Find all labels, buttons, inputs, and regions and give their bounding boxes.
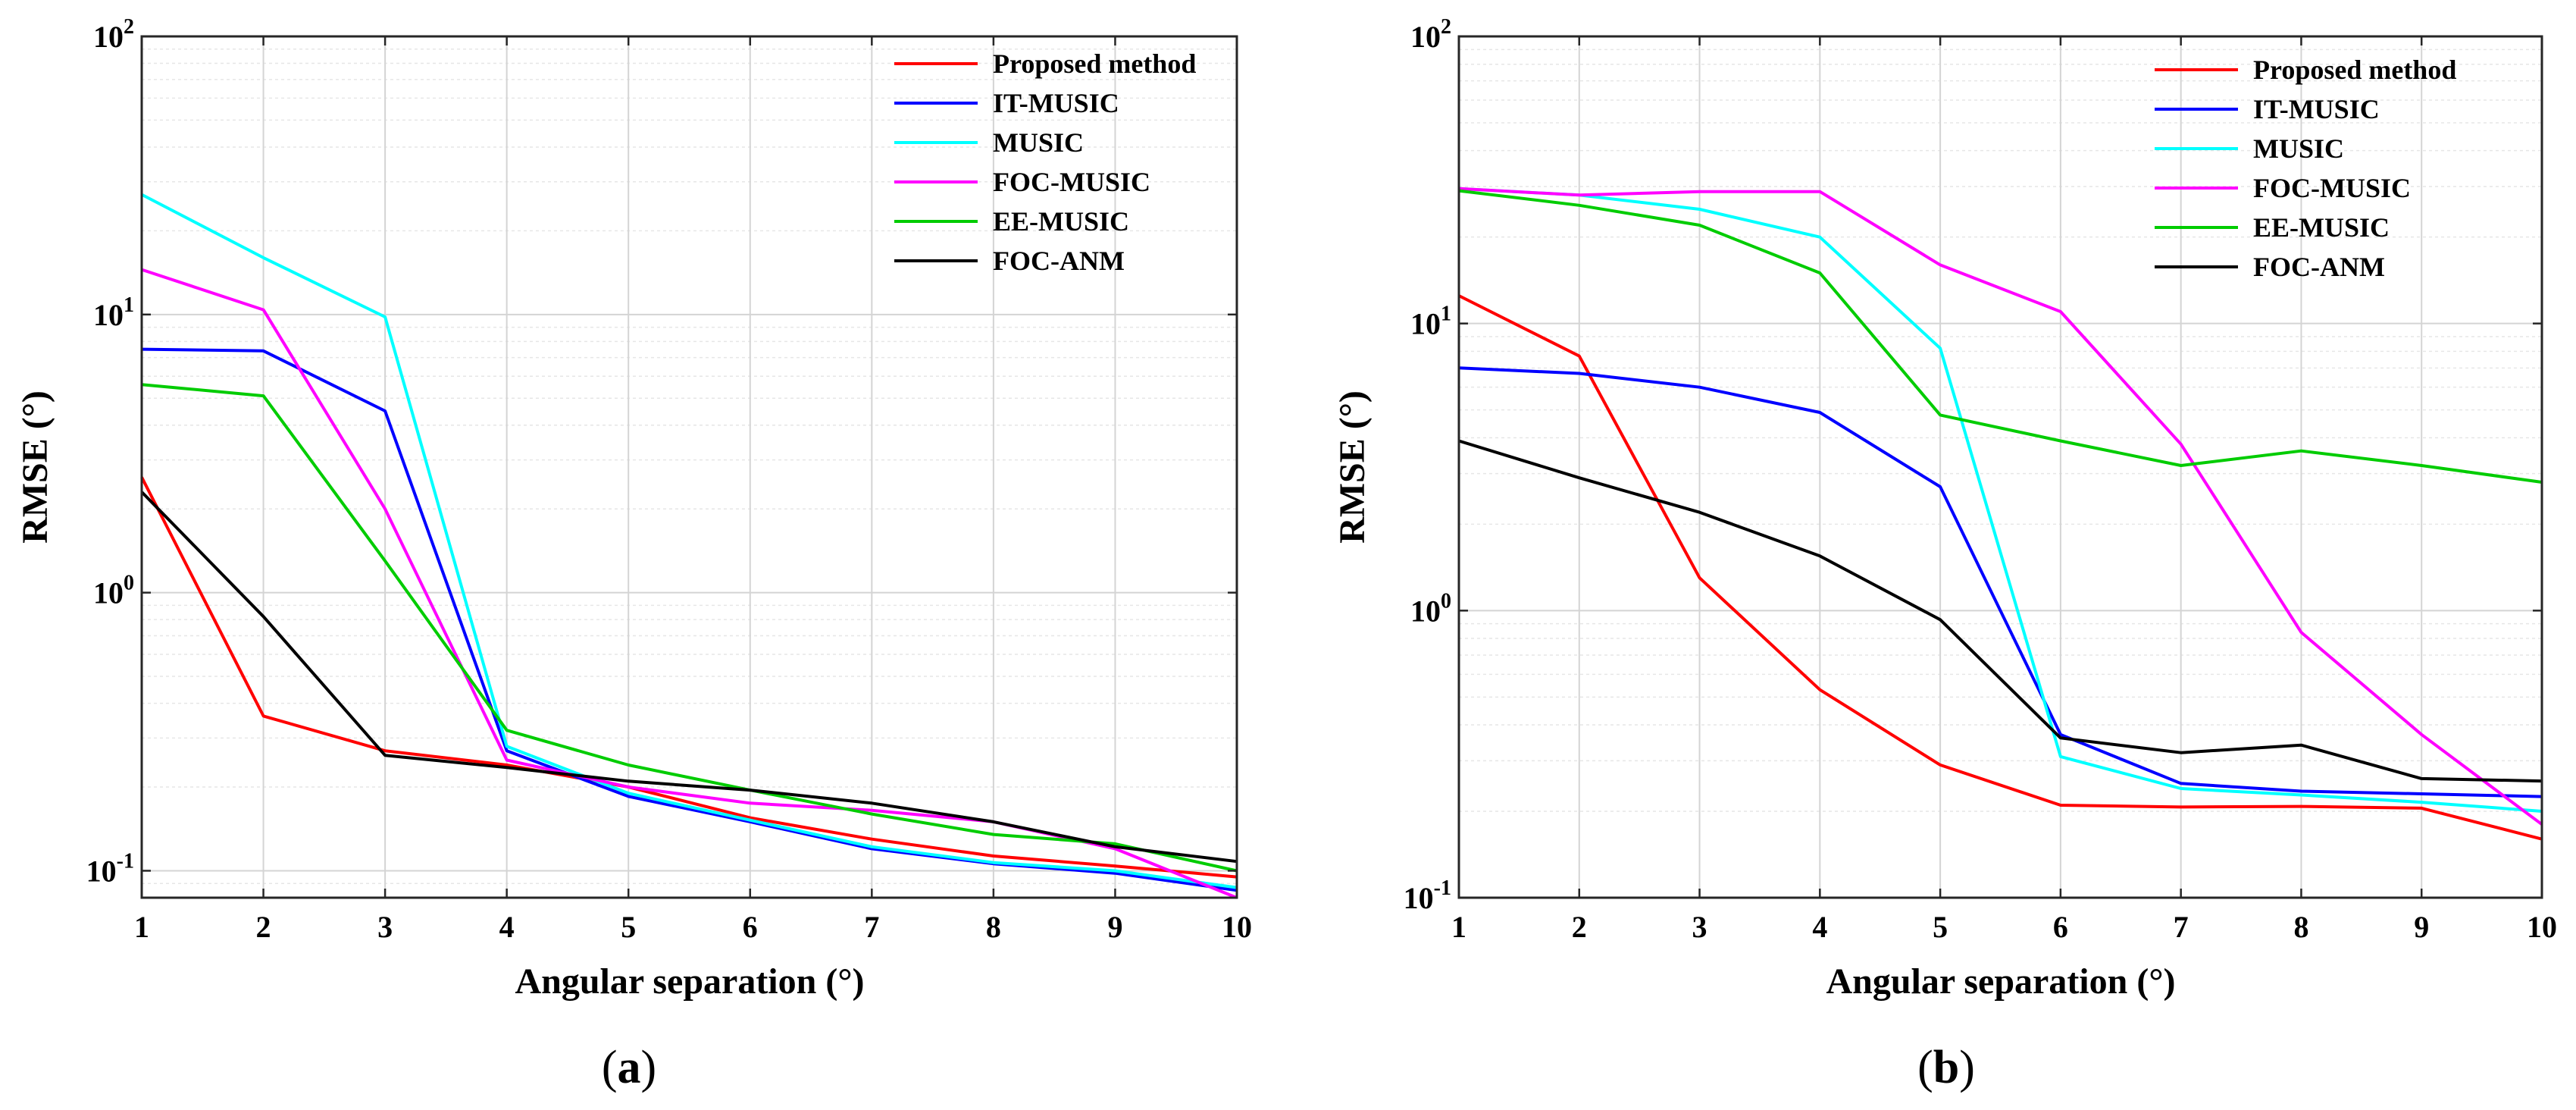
series-line-foc-anm xyxy=(140,491,1238,864)
y-tick-base: 10 xyxy=(93,20,124,54)
y-axis-label: RMSE (°) xyxy=(15,390,55,544)
x-axis-label: Angular separation (°) xyxy=(515,961,865,1002)
series-line-proposed-method xyxy=(1458,294,2543,841)
x-tick-label: 4 xyxy=(499,910,515,944)
x-tick-label: 10 xyxy=(1222,910,1252,944)
y-tick-exponent: 2 xyxy=(124,15,134,39)
series-line-foc-music xyxy=(1458,187,2543,826)
caption-close: ) xyxy=(1959,1042,1975,1093)
x-axis-label: Angular separation (°) xyxy=(1826,961,2176,1002)
legend-label: MUSIC xyxy=(2253,133,2344,164)
y-tick-label: 10-1 xyxy=(86,849,134,888)
x-tick-label: 2 xyxy=(256,910,271,944)
panel-caption: (b) xyxy=(1917,1042,1975,1093)
series-line-music xyxy=(141,193,1238,889)
y-tick-exponent: 1 xyxy=(1441,303,1451,326)
y-axis-label: RMSE (°) xyxy=(1332,390,1373,544)
series-line-it-music xyxy=(1458,366,2543,798)
x-tick-label: 8 xyxy=(986,910,1001,944)
series-line-music xyxy=(1458,187,2543,813)
legend-label: EE-MUSIC xyxy=(2253,212,2390,243)
x-tick-label: 8 xyxy=(2293,910,2308,944)
y-tick-label: 100 xyxy=(1410,589,1451,628)
y-tick-label: 102 xyxy=(1410,15,1451,54)
legend-label: FOC-ANM xyxy=(2253,252,2385,282)
y-tick-label: 101 xyxy=(1410,303,1451,341)
plot-frame xyxy=(1457,35,2543,899)
x-tick-label: 7 xyxy=(2174,910,2189,944)
x-tick-label: 4 xyxy=(1812,910,1827,944)
series-line-foc-anm xyxy=(1458,439,2543,783)
x-tick-label: 10 xyxy=(2527,910,2557,944)
panel-caption: (a) xyxy=(602,1042,656,1093)
x-tick-label: 1 xyxy=(1451,910,1466,944)
x-tick-label: 3 xyxy=(1692,910,1707,944)
legend-label: IT-MUSIC xyxy=(2253,94,2380,124)
x-tick-label: 5 xyxy=(621,910,636,944)
x-tick-label: 9 xyxy=(1107,910,1122,944)
y-tick-base: 10 xyxy=(1410,307,1441,341)
legend-label: FOC-MUSIC xyxy=(993,167,1150,197)
y-tick-base: 10 xyxy=(86,854,117,888)
y-tick-exponent: 1 xyxy=(124,293,134,317)
x-tick-label: 9 xyxy=(2414,910,2429,944)
series-line-ee-music xyxy=(141,383,1238,873)
y-tick-label: 101 xyxy=(93,293,134,332)
series-line-it-music xyxy=(141,347,1238,892)
y-tick-base: 10 xyxy=(1404,881,1434,915)
y-tick-label: 100 xyxy=(93,572,134,610)
legend-label: Proposed method xyxy=(2253,55,2456,85)
legend-label: Proposed method xyxy=(993,49,1196,79)
y-tick-base: 10 xyxy=(93,298,124,332)
caption-open: ( xyxy=(602,1042,618,1093)
y-tick-base: 10 xyxy=(93,576,124,610)
series-line-proposed-method xyxy=(140,476,1238,879)
y-tick-label: 102 xyxy=(93,15,134,54)
legend-label: IT-MUSIC xyxy=(993,88,1119,118)
series-line-ee-music xyxy=(1458,189,2543,484)
y-tick-exponent: 2 xyxy=(1441,15,1451,39)
caption-letter: b xyxy=(1933,1042,1959,1093)
y-tick-exponent: 0 xyxy=(1441,589,1451,613)
caption-close: ) xyxy=(641,1042,657,1093)
y-tick-base: 10 xyxy=(1410,594,1441,628)
x-tick-label: 6 xyxy=(2053,910,2068,944)
plot-area xyxy=(1459,36,2542,898)
y-tick-exponent: -1 xyxy=(1434,876,1451,900)
x-tick-label: 5 xyxy=(1933,910,1948,944)
legend-label: FOC-ANM xyxy=(993,246,1125,276)
y-tick-base: 10 xyxy=(1410,20,1441,54)
x-tick-label: 2 xyxy=(1572,910,1587,944)
plot-area xyxy=(142,36,1237,898)
y-tick-exponent: -1 xyxy=(117,849,134,873)
caption-open: ( xyxy=(1917,1042,1933,1093)
legend-label: MUSIC xyxy=(993,127,1084,158)
plot-frame xyxy=(140,35,1238,899)
x-tick-label: 3 xyxy=(377,910,393,944)
y-tick-exponent: 0 xyxy=(124,572,134,595)
x-tick-label: 7 xyxy=(864,910,879,944)
y-tick-label: 10-1 xyxy=(1404,876,1451,915)
legend-label: FOC-MUSIC xyxy=(2253,173,2411,203)
x-tick-label: 6 xyxy=(743,910,758,944)
x-tick-label: 1 xyxy=(134,910,149,944)
caption-letter: a xyxy=(618,1042,641,1093)
legend-label: EE-MUSIC xyxy=(993,206,1129,237)
